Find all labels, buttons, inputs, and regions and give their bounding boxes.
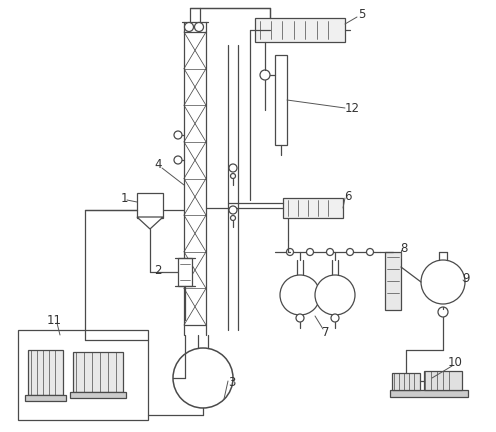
Circle shape bbox=[260, 70, 270, 80]
Bar bbox=[390, 390, 468, 397]
Circle shape bbox=[194, 22, 203, 32]
Circle shape bbox=[367, 248, 373, 255]
Bar bbox=[424, 371, 462, 390]
Text: 10: 10 bbox=[447, 356, 462, 369]
Circle shape bbox=[231, 174, 236, 178]
Text: 8: 8 bbox=[400, 241, 408, 254]
Circle shape bbox=[173, 348, 233, 408]
Bar bbox=[255, 18, 345, 42]
Circle shape bbox=[174, 131, 182, 139]
Text: 12: 12 bbox=[345, 102, 360, 114]
Circle shape bbox=[229, 206, 237, 214]
Circle shape bbox=[326, 248, 333, 255]
Circle shape bbox=[315, 275, 355, 315]
Bar bbox=[283, 198, 343, 218]
Text: 11: 11 bbox=[47, 314, 62, 327]
Circle shape bbox=[438, 307, 448, 317]
Bar bbox=[70, 392, 126, 398]
Bar bbox=[73, 352, 123, 392]
Circle shape bbox=[280, 275, 320, 315]
Circle shape bbox=[421, 260, 465, 304]
Bar bbox=[385, 252, 401, 310]
Polygon shape bbox=[137, 217, 163, 229]
Bar bbox=[275, 55, 287, 145]
Circle shape bbox=[231, 216, 236, 220]
Text: 7: 7 bbox=[322, 325, 330, 339]
Text: 5: 5 bbox=[358, 7, 366, 20]
Text: 9: 9 bbox=[462, 271, 470, 285]
Circle shape bbox=[229, 164, 237, 172]
Circle shape bbox=[347, 248, 354, 255]
Circle shape bbox=[287, 248, 294, 255]
Bar bbox=[178, 258, 192, 286]
Bar bbox=[25, 395, 66, 401]
Bar bbox=[28, 350, 63, 395]
Circle shape bbox=[174, 156, 182, 164]
Circle shape bbox=[296, 314, 304, 322]
Bar bbox=[18, 330, 148, 420]
Bar bbox=[392, 373, 420, 390]
Text: 2: 2 bbox=[154, 264, 162, 276]
Text: 4: 4 bbox=[154, 159, 162, 172]
Text: 6: 6 bbox=[344, 190, 352, 203]
Bar bbox=[137, 193, 163, 218]
Circle shape bbox=[185, 22, 193, 32]
Text: 3: 3 bbox=[228, 375, 236, 388]
Text: 1: 1 bbox=[120, 191, 128, 204]
Circle shape bbox=[331, 314, 339, 322]
Circle shape bbox=[307, 248, 313, 255]
